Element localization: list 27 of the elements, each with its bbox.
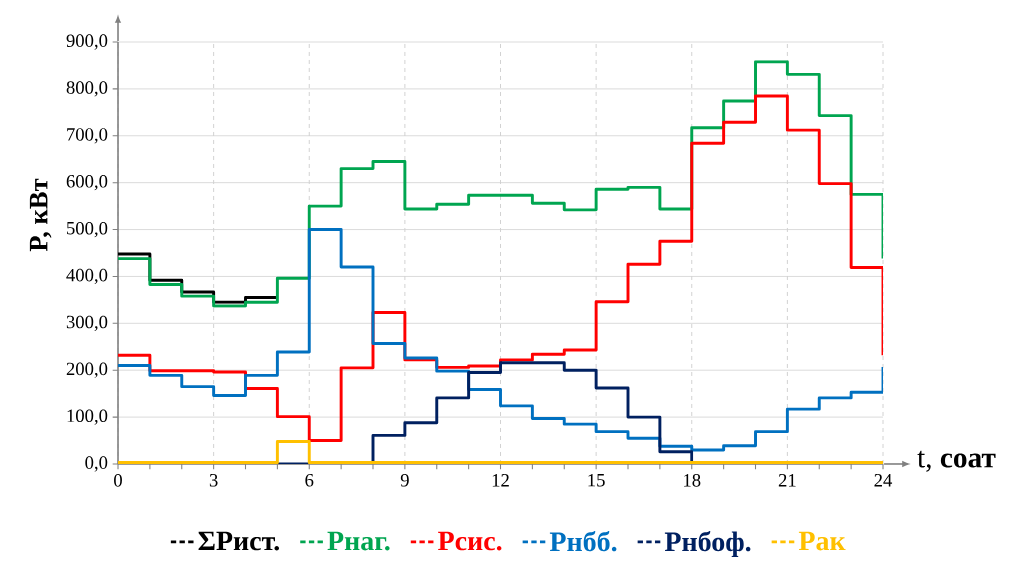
y-tick-label: 100,0 xyxy=(67,409,108,425)
legend-label: Рсис. xyxy=(438,531,502,551)
x-tick-label: 3 xyxy=(209,474,218,487)
x-tick-label: 18 xyxy=(684,474,701,487)
y-tick-label: 800,0 xyxy=(66,81,108,97)
x-tick-label: 12 xyxy=(492,474,509,487)
y-tick-label: 300,0 xyxy=(66,315,108,331)
x-tick-label: 9 xyxy=(400,474,409,487)
x-tick-label: 15 xyxy=(588,474,605,487)
x-tick-label: 24 xyxy=(874,474,893,487)
y-tick-label: 200,0 xyxy=(66,362,108,378)
x-tick-label: 21 xyxy=(778,474,796,487)
y-tick-label: 400,0 xyxy=(66,268,108,285)
y-tick-label: 600,0 xyxy=(66,175,108,191)
legend-label: ΣРист. xyxy=(198,531,280,551)
y-tick-label: 700,0 xyxy=(67,128,108,144)
x-tick-label: 6 xyxy=(305,474,314,487)
legend-label: Рнаг. xyxy=(327,531,390,551)
legend-label: Рнбб. xyxy=(549,530,617,552)
y-tick-label: 0,0 xyxy=(85,456,108,472)
y-axis-title: P, кВт xyxy=(29,178,52,252)
y-tick-label: 900,0 xyxy=(66,34,108,50)
y-tick-label: 500,0 xyxy=(67,221,108,238)
x-tick-label: 0 xyxy=(114,474,122,487)
x-axis-title: t, соат xyxy=(917,450,996,472)
legend-label: Рнбоф. xyxy=(664,530,751,557)
legend-label: Рак xyxy=(798,531,846,551)
